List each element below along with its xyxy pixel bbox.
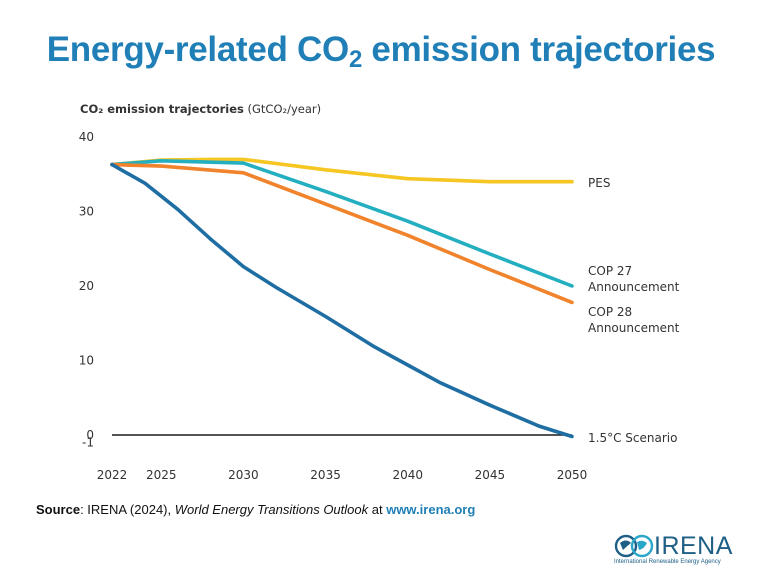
source-note: Source: IRENA (2024), World Energy Trans… — [36, 502, 475, 517]
slide-title-rest: emission trajectories — [362, 30, 716, 69]
y-tick-label: 20 — [79, 279, 94, 293]
axis-ticks: 40 30 20 10 0-1 2022 2025 2030 2035 2040 2045 2050 — [79, 130, 588, 482]
source-prefix: Source — [36, 502, 81, 517]
x-tick-label: 2030 — [228, 468, 259, 482]
x-tick-label: 2045 — [475, 468, 506, 482]
logo-tagline: International Renewable Energy Agency — [614, 559, 721, 565]
source-text: : IRENA (2024), — [80, 502, 175, 517]
series-lines — [110, 157, 574, 439]
source-link[interactable]: www.irena.org — [386, 502, 476, 517]
series-label: 1.5°C Scenario — [588, 431, 677, 445]
irena-logo: IRENA International Renewable Energy Age… — [614, 532, 734, 568]
series-line-cop-28-announcement — [110, 162, 574, 305]
series-label: Announcement — [588, 280, 680, 294]
y-tick-label: 30 — [79, 205, 94, 219]
series-label: PES — [588, 176, 610, 190]
y-tick-label: 40 — [79, 130, 94, 144]
series-line-1-5-c-scenario — [110, 162, 574, 439]
series-label: Announcement — [588, 321, 680, 335]
y-tick-label: -1 — [82, 435, 94, 449]
x-tick-label: 2050 — [557, 468, 588, 482]
x-tick-label: 2040 — [392, 468, 423, 482]
x-tick-label: 2022 — [97, 468, 128, 482]
slide-title-main: Energy-related CO — [46, 30, 350, 69]
series-line-cop-27-announcement — [110, 159, 574, 288]
y-tick-label: 10 — [79, 354, 94, 368]
slide-title: Energy-related CO2 emission trajectories — [0, 30, 762, 73]
y-axis-label: CO₂ emission trajectories (GtCO₂/year) — [80, 102, 321, 116]
logo-wordmark: IRENA — [654, 532, 733, 560]
emission-trajectories-chart: CO₂ emission trajectories (GtCO₂/year) 4… — [79, 102, 680, 482]
y-tick-label: 0 — [86, 428, 94, 442]
source-title: World Energy Transitions Outlook — [174, 502, 369, 517]
series-label: COP 28 — [588, 305, 632, 319]
y-axis-label-unit: (GtCO₂/year) — [244, 102, 321, 116]
x-tick-label: 2025 — [146, 468, 177, 482]
x-tick-label: 2035 — [310, 468, 341, 482]
globe-icon — [614, 534, 654, 558]
source-at: at — [368, 502, 387, 517]
series-label: COP 27 — [588, 264, 632, 278]
y-axis-label-bold: CO₂ emission trajectories — [80, 102, 244, 116]
series-labels: PES COP 27 Announcement COP 28 Announcement 1… — [588, 176, 680, 445]
slide-title-subscript: 2 — [348, 46, 362, 73]
